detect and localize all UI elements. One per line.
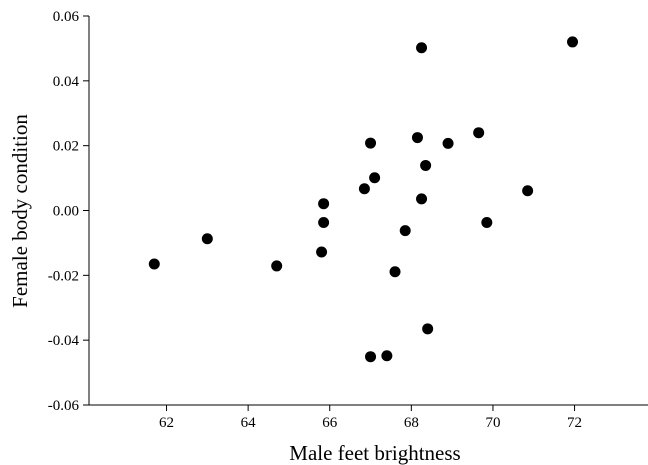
x-tick-label: 62	[159, 415, 174, 431]
data-point	[365, 351, 377, 363]
x-axis-ticks: 62 64 66 68 70 72	[159, 405, 582, 431]
data-point	[389, 266, 401, 278]
data-point	[201, 233, 213, 245]
data-point	[416, 42, 428, 54]
data-point	[399, 225, 411, 237]
y-tick-label: 0.02	[53, 139, 79, 155]
x-tick-label: 70	[485, 415, 500, 431]
y-tick-label: 0.04	[53, 74, 80, 90]
data-point	[316, 246, 328, 258]
data-point	[148, 258, 160, 270]
data-point	[381, 350, 393, 362]
x-axis-title: Male feet brightness	[289, 441, 460, 465]
axes	[88, 16, 648, 406]
data-point	[411, 132, 423, 144]
data-point	[473, 127, 485, 139]
y-tick-label: -0.02	[48, 268, 79, 284]
data-point	[481, 216, 493, 228]
data-point	[358, 183, 370, 195]
y-tick-label: 0.06	[53, 9, 80, 25]
x-tick-label: 68	[404, 415, 419, 431]
data-point	[567, 36, 579, 48]
data-point	[422, 323, 434, 335]
data-point	[271, 260, 283, 272]
x-tick-label: 66	[322, 415, 338, 431]
y-tick-label: -0.06	[48, 398, 80, 414]
x-tick-label: 64	[241, 415, 257, 431]
x-tick-label: 72	[567, 415, 582, 431]
data-point	[369, 172, 381, 184]
data-points	[148, 36, 579, 363]
data-point	[442, 137, 454, 149]
data-point	[365, 137, 377, 149]
data-point	[416, 193, 428, 205]
data-point	[318, 216, 330, 228]
y-axis-ticks: -0.06 -0.04 -0.02 0.00 0.02 0.04 0.06	[48, 9, 89, 414]
data-point	[420, 159, 432, 171]
y-tick-label: -0.04	[48, 333, 80, 349]
data-point	[318, 198, 330, 210]
data-point	[522, 185, 534, 197]
y-axis-title: Female body condition	[8, 114, 32, 308]
y-tick-label: 0.00	[53, 204, 79, 220]
